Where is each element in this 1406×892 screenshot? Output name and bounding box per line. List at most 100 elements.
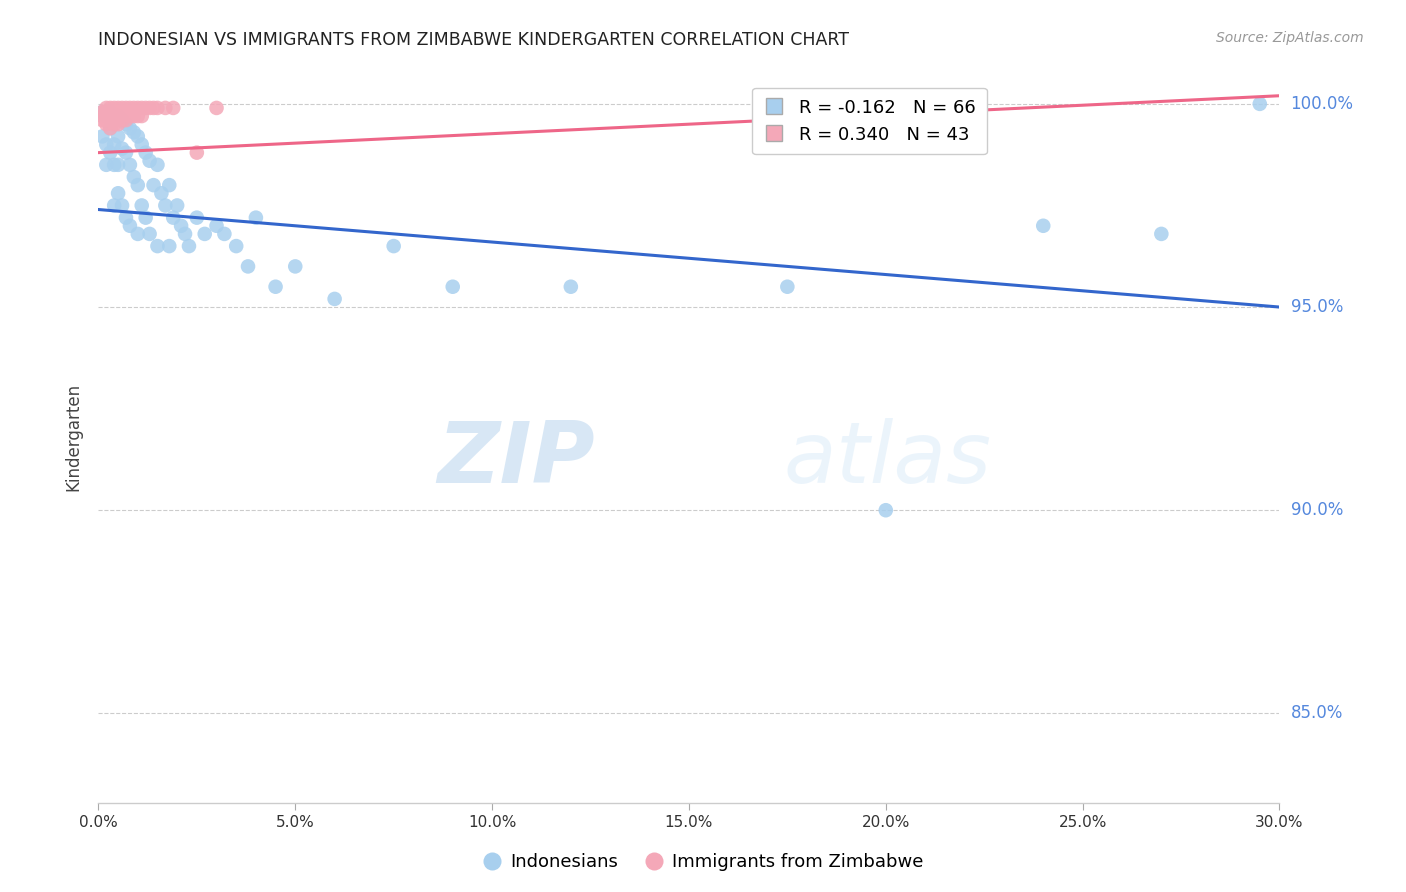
Point [107, 109, 129, 123]
Point [205, 219, 228, 233]
Text: 95.0%: 95.0% [1291, 298, 1343, 316]
Point [146, 101, 169, 115]
Point [146, 239, 169, 253]
Point [138, 227, 160, 241]
Point [162, 101, 184, 115]
Point [103, 137, 125, 152]
Point [96, 105, 118, 120]
Point [111, 198, 134, 212]
Point [122, 125, 145, 139]
Point [127, 109, 149, 123]
Point [284, 260, 307, 274]
Text: ZIP: ZIP [437, 417, 595, 500]
Point [103, 198, 125, 212]
Point [103, 105, 125, 120]
Legend: Indonesians, Immigrants from Zimbabwe: Indonesians, Immigrants from Zimbabwe [475, 847, 931, 879]
Point [98, 121, 121, 136]
Point [111, 113, 134, 128]
Point [174, 227, 197, 241]
Point [441, 279, 464, 293]
Point [155, 101, 177, 115]
Point [135, 101, 157, 115]
Point [118, 219, 141, 233]
Point [115, 101, 138, 115]
Point [875, 503, 897, 517]
Point [91, 109, 114, 123]
Point [170, 219, 193, 233]
Point [115, 211, 138, 225]
Point [103, 158, 125, 172]
Point [98, 113, 121, 128]
Point [236, 260, 259, 274]
Point [96, 117, 118, 131]
Point [177, 239, 200, 253]
Point [98, 105, 121, 120]
Point [150, 186, 173, 201]
Point [98, 105, 121, 120]
Point [146, 158, 169, 172]
Point [96, 109, 118, 123]
Point [96, 158, 118, 172]
Point [135, 145, 157, 160]
Point [118, 121, 141, 136]
Point [98, 145, 121, 160]
Point [127, 227, 149, 241]
Point [142, 178, 165, 193]
Point [214, 227, 236, 241]
Point [138, 101, 160, 115]
Point [155, 198, 177, 212]
Point [323, 292, 346, 306]
Point [103, 109, 125, 123]
Point [162, 211, 184, 225]
Point [107, 129, 129, 144]
Text: 100.0%: 100.0% [1291, 95, 1354, 113]
Text: 85.0%: 85.0% [1291, 705, 1343, 723]
Legend: R = -0.162   N = 66, R = 0.340   N = 43: R = -0.162 N = 66, R = 0.340 N = 43 [752, 87, 987, 154]
Point [98, 109, 121, 123]
Point [186, 211, 208, 225]
Point [111, 142, 134, 156]
Point [560, 279, 582, 293]
Point [186, 145, 208, 160]
Point [115, 117, 138, 131]
Point [107, 101, 129, 115]
Point [98, 121, 121, 136]
Point [122, 169, 145, 184]
Point [138, 153, 160, 168]
Point [135, 211, 157, 225]
Point [103, 101, 125, 115]
Point [205, 101, 228, 115]
Point [1249, 96, 1271, 111]
Point [194, 227, 217, 241]
Point [115, 105, 138, 120]
Point [91, 105, 114, 120]
Point [142, 101, 165, 115]
Point [1032, 219, 1054, 233]
Point [96, 109, 118, 123]
Point [115, 113, 138, 128]
Point [245, 211, 267, 225]
Point [107, 117, 129, 131]
Point [115, 145, 138, 160]
Point [107, 109, 129, 123]
Point [122, 101, 145, 115]
Text: INDONESIAN VS IMMIGRANTS FROM ZIMBABWE KINDERGARTEN CORRELATION CHART: INDONESIAN VS IMMIGRANTS FROM ZIMBABWE K… [98, 31, 849, 49]
Point [131, 137, 153, 152]
Point [127, 129, 149, 144]
Point [127, 178, 149, 193]
Point [107, 105, 129, 120]
Point [1150, 227, 1173, 241]
Point [776, 279, 799, 293]
Point [157, 178, 180, 193]
Point [382, 239, 405, 253]
Point [96, 113, 118, 128]
Point [118, 109, 141, 123]
Point [103, 117, 125, 131]
Point [91, 129, 114, 144]
Point [131, 109, 153, 123]
Text: 90.0%: 90.0% [1291, 501, 1343, 519]
Point [225, 239, 247, 253]
Point [122, 109, 145, 123]
Point [91, 105, 114, 120]
Text: Source: ZipAtlas.com: Source: ZipAtlas.com [1216, 31, 1364, 45]
